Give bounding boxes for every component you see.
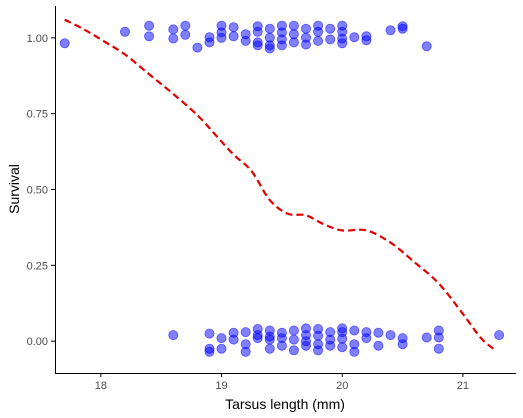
y-tick-label: 0.50 [27, 185, 48, 197]
data-point [216, 343, 227, 354]
x-tick-label: 18 [95, 380, 107, 392]
data-point [240, 35, 251, 46]
data-point [192, 42, 203, 53]
data-point [264, 343, 275, 354]
data-point [300, 39, 311, 50]
data-point [385, 25, 396, 36]
data-point [373, 327, 384, 338]
data-point [421, 41, 432, 52]
data-point [325, 23, 336, 34]
data-point [144, 20, 155, 31]
y-axis-ticks: 0.00 0.25 0.50 0.75 1.00 [27, 33, 55, 348]
data-point [349, 346, 360, 357]
data-point [180, 20, 191, 31]
data-point [144, 31, 155, 42]
data-point [288, 345, 299, 356]
data-point [397, 23, 408, 34]
data-point [313, 35, 324, 46]
data-point [313, 26, 324, 37]
data-point [240, 346, 251, 357]
data-point [288, 20, 299, 31]
data-point [494, 330, 505, 341]
data-point [252, 26, 263, 37]
x-tick-label: 19 [215, 380, 227, 392]
y-tick-label: 1.00 [27, 33, 48, 45]
y-tick-label: 0.75 [27, 109, 48, 121]
data-point [385, 330, 396, 341]
data-point [349, 32, 360, 43]
data-point [204, 37, 215, 48]
data-point [228, 334, 239, 345]
data-point [228, 22, 239, 33]
data-point [337, 38, 348, 49]
data-point [288, 325, 299, 336]
x-axis-title: Tarsus length (mm) [225, 396, 345, 412]
data-point [361, 333, 372, 344]
data-point [325, 34, 336, 45]
y-tick-label: 0.25 [27, 260, 48, 272]
fitted-curve [64, 18, 497, 352]
data-point [361, 35, 372, 46]
data-point [397, 339, 408, 350]
data-point [59, 38, 70, 49]
data-point [216, 32, 227, 43]
data-point [216, 333, 227, 344]
data-point [276, 340, 287, 351]
data-point [264, 334, 275, 345]
data-point [325, 340, 336, 351]
data-points [59, 20, 505, 357]
data-point [228, 31, 239, 42]
data-point [180, 29, 191, 40]
data-point [288, 334, 299, 345]
x-tick-label: 21 [457, 380, 469, 392]
data-point [421, 332, 432, 343]
data-point [120, 26, 131, 37]
data-point [264, 43, 275, 54]
data-point [373, 340, 384, 351]
data-point [252, 333, 263, 344]
data-point [240, 327, 251, 338]
x-axis-ticks: 18 19 20 21 [95, 373, 469, 392]
x-tick-label: 20 [336, 380, 348, 392]
data-point [204, 346, 215, 357]
data-point [433, 332, 444, 343]
y-axis-title: Survival [6, 164, 22, 214]
data-point [168, 24, 179, 35]
data-point [337, 333, 348, 344]
data-point [300, 340, 311, 351]
data-point [433, 343, 444, 354]
data-point [337, 342, 348, 353]
data-point [276, 40, 287, 51]
data-point [204, 328, 215, 339]
data-point [300, 23, 311, 34]
data-point [288, 37, 299, 48]
y-tick-label: 0.00 [27, 336, 48, 348]
data-point [252, 40, 263, 51]
data-point [168, 33, 179, 44]
data-point [168, 330, 179, 341]
data-point [313, 330, 324, 341]
data-point [264, 23, 275, 34]
data-point [313, 345, 324, 356]
smooth-curve [64, 18, 497, 352]
data-point [349, 325, 360, 336]
